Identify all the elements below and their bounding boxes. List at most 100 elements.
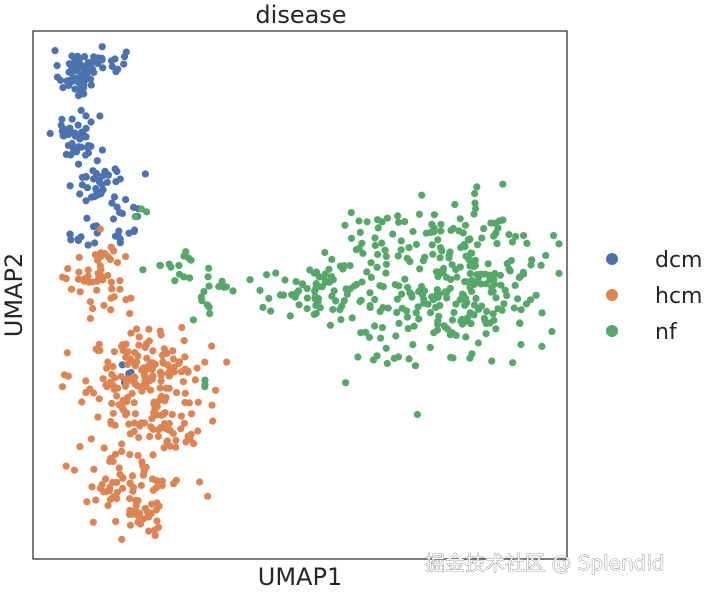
data-point: [82, 197, 90, 205]
data-point: [139, 471, 147, 479]
data-point: [200, 288, 208, 296]
data-point: [494, 305, 502, 313]
data-point: [89, 167, 97, 175]
data-point: [371, 234, 379, 242]
data-point: [110, 348, 119, 356]
data-point: [472, 204, 480, 213]
data-point: [189, 316, 197, 324]
data-point: [141, 367, 149, 375]
data-point: [157, 377, 165, 385]
data-point: [488, 357, 496, 365]
data-point: [113, 488, 121, 496]
data-point: [356, 228, 364, 236]
data-point: [180, 252, 188, 260]
data-point: [538, 342, 546, 350]
data-point: [321, 248, 329, 257]
data-point: [119, 474, 127, 482]
data-point: [139, 266, 147, 274]
data-point: [488, 284, 496, 292]
data-point: [137, 205, 145, 213]
data-point: [352, 246, 360, 254]
data-point: [118, 342, 126, 350]
data-point: [93, 286, 101, 294]
data-point: [137, 419, 145, 427]
data-point: [398, 290, 406, 298]
data-point: [347, 234, 356, 242]
data-point: [108, 62, 116, 71]
data-point: [430, 211, 438, 219]
data-point: [75, 160, 83, 168]
data-point: [438, 247, 446, 255]
data-point: [124, 348, 132, 356]
data-point: [118, 404, 126, 412]
data-point: [389, 230, 397, 238]
data-point: [46, 129, 54, 138]
data-point: [163, 437, 171, 445]
data-point: [107, 420, 115, 428]
data-point: [126, 310, 134, 318]
data-point: [169, 429, 177, 438]
data-point: [107, 294, 115, 302]
data-point: [107, 243, 115, 251]
data-point: [166, 365, 174, 373]
data-point: [550, 232, 558, 240]
data-point: [492, 325, 500, 333]
data-point: [125, 229, 133, 237]
data-point: [520, 232, 528, 240]
data-point: [95, 176, 103, 184]
data-point: [74, 275, 82, 283]
data-point: [412, 309, 420, 317]
data-point: [328, 255, 336, 263]
data-point: [130, 226, 139, 234]
series-hcm: [58, 225, 231, 544]
data-point: [118, 209, 126, 218]
data-point: [106, 255, 114, 264]
data-point: [130, 399, 138, 407]
data-point: [82, 151, 90, 159]
data-point: [172, 443, 180, 451]
data-point: [326, 321, 334, 329]
data-point: [474, 305, 483, 313]
data-point: [126, 506, 134, 514]
data-point: [78, 132, 86, 140]
data-point: [473, 183, 481, 191]
data-point: [505, 231, 513, 239]
data-point: [149, 347, 157, 355]
data-point: [118, 361, 126, 369]
data-point: [77, 106, 85, 114]
data-point: [143, 507, 151, 515]
data-point: [310, 310, 318, 318]
data-point: [128, 472, 137, 480]
data-point: [357, 329, 365, 337]
data-point: [393, 295, 401, 303]
data-point: [98, 43, 106, 51]
data-point: [422, 229, 430, 237]
data-point: [520, 270, 528, 278]
data-point: [292, 278, 300, 286]
data-point: [186, 274, 194, 282]
data-point: [87, 118, 95, 126]
data-point: [177, 425, 185, 433]
data-point: [175, 359, 183, 368]
data-point: [358, 278, 366, 286]
data-point: [206, 310, 214, 318]
data-point: [120, 60, 128, 68]
data-point: [78, 398, 86, 406]
data-point: [501, 286, 509, 294]
data-point: [163, 349, 171, 357]
data-point: [107, 306, 115, 314]
data-point: [156, 396, 164, 404]
data-point: [298, 280, 307, 288]
data-point: [468, 249, 476, 257]
data-point: [95, 274, 103, 283]
data-point: [75, 253, 83, 261]
data-point: [193, 364, 201, 372]
data-point: [408, 291, 416, 299]
data-point: [156, 261, 164, 269]
data-point: [314, 283, 323, 291]
data-point: [90, 175, 98, 183]
data-point: [103, 364, 111, 372]
data-point: [106, 457, 114, 465]
data-point: [173, 389, 181, 397]
data-point: [281, 276, 289, 284]
